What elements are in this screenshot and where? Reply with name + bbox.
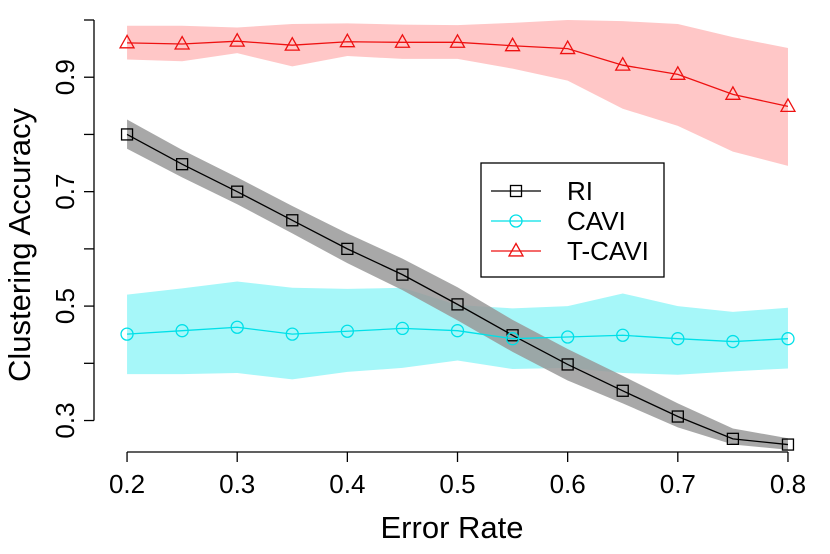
point-cavi [285, 327, 299, 341]
legend-marker-ri [509, 184, 523, 198]
point-ri [341, 242, 354, 256]
point-cavi [505, 332, 520, 346]
point-ri [781, 438, 795, 451]
legend-label-cavi: CAVI [567, 206, 626, 236]
point-ri [231, 185, 244, 198]
point-t-cavi [394, 33, 411, 48]
point-ri [286, 214, 299, 227]
point-cavi [671, 332, 685, 346]
point-ri [396, 268, 409, 281]
x-tick-label: 0.3 [219, 469, 255, 499]
point-t-cavi [504, 36, 521, 52]
point-cavi [230, 320, 244, 334]
x-tick-label: 0.7 [660, 469, 696, 499]
y-axis-title: Clustering Accuracy [2, 108, 37, 382]
x-tick-label: 0.5 [439, 469, 475, 499]
point-ri [120, 128, 134, 141]
x-tick-label: 0.4 [329, 469, 365, 499]
point-t-cavi [118, 34, 136, 49]
point-ri [451, 298, 464, 311]
point-cavi [120, 327, 134, 341]
point-t-cavi [559, 39, 576, 55]
line-ri [126, 133, 789, 446]
point-cavi [450, 324, 465, 338]
legend-label-t-cavi: T-CAVI [567, 236, 649, 266]
x-tick-label: 0.6 [550, 469, 586, 499]
series-lines [118, 32, 797, 451]
axes: 0.2 0.3 0.4 0.5 0.6 0.7 0.8 0.3 0.5 0.7 0.9 [50, 19, 806, 499]
point-cavi [781, 332, 795, 346]
point-ri [561, 358, 574, 371]
x-axis-title: Error Rate [381, 510, 524, 545]
point-t-cavi [284, 36, 301, 51]
point-t-cavi [449, 33, 466, 48]
legend-label-ri: RI [567, 176, 593, 206]
line-cavi [127, 326, 789, 343]
x-tick-label: 0.2 [109, 469, 145, 499]
point-t-cavi [229, 32, 246, 47]
point-ri [671, 410, 684, 423]
point-cavi [616, 328, 630, 342]
point-t-cavi [614, 56, 631, 71]
point-ri [175, 158, 189, 171]
point-t-cavi [174, 35, 191, 50]
legend-box [480, 162, 665, 278]
y-tick-label: 0.5 [50, 288, 80, 324]
point-t-cavi [779, 97, 797, 112]
point-t-cavi [669, 65, 686, 80]
point-ri [616, 384, 629, 397]
point-t-cavi [724, 85, 742, 100]
point-cavi [726, 334, 740, 349]
y-tick-label: 0.3 [50, 402, 80, 438]
legend-marker-cavi [509, 214, 523, 228]
x-tick-label: 0.8 [770, 469, 806, 499]
point-cavi [175, 324, 189, 338]
point-cavi [340, 324, 355, 338]
point-cavi [395, 321, 410, 336]
point-cavi [561, 330, 575, 344]
legend-marker-t-cavi [507, 242, 525, 257]
point-ri [726, 432, 740, 445]
y-tick-label: 0.7 [50, 174, 80, 210]
confidence-bands [127, 20, 788, 450]
line-t-cavi [127, 40, 789, 108]
point-t-cavi [339, 32, 356, 48]
y-tick-label: 0.9 [50, 59, 80, 95]
